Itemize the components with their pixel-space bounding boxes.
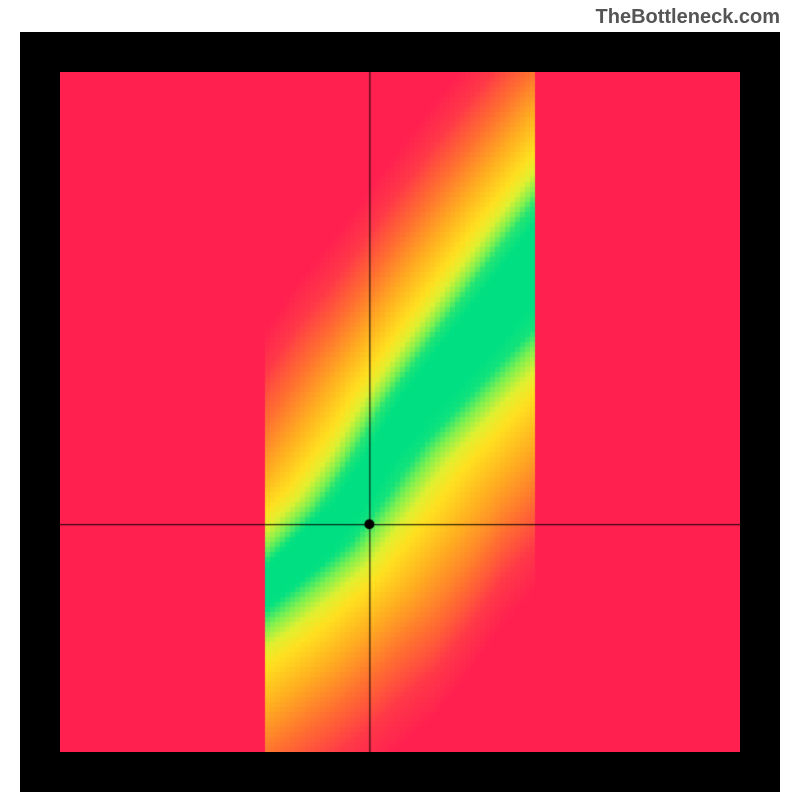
chart-container: TheBottleneck.com — [0, 0, 800, 800]
plot-frame — [20, 32, 780, 792]
heatmap-canvas — [60, 72, 740, 752]
attribution-text: TheBottleneck.com — [596, 6, 780, 29]
